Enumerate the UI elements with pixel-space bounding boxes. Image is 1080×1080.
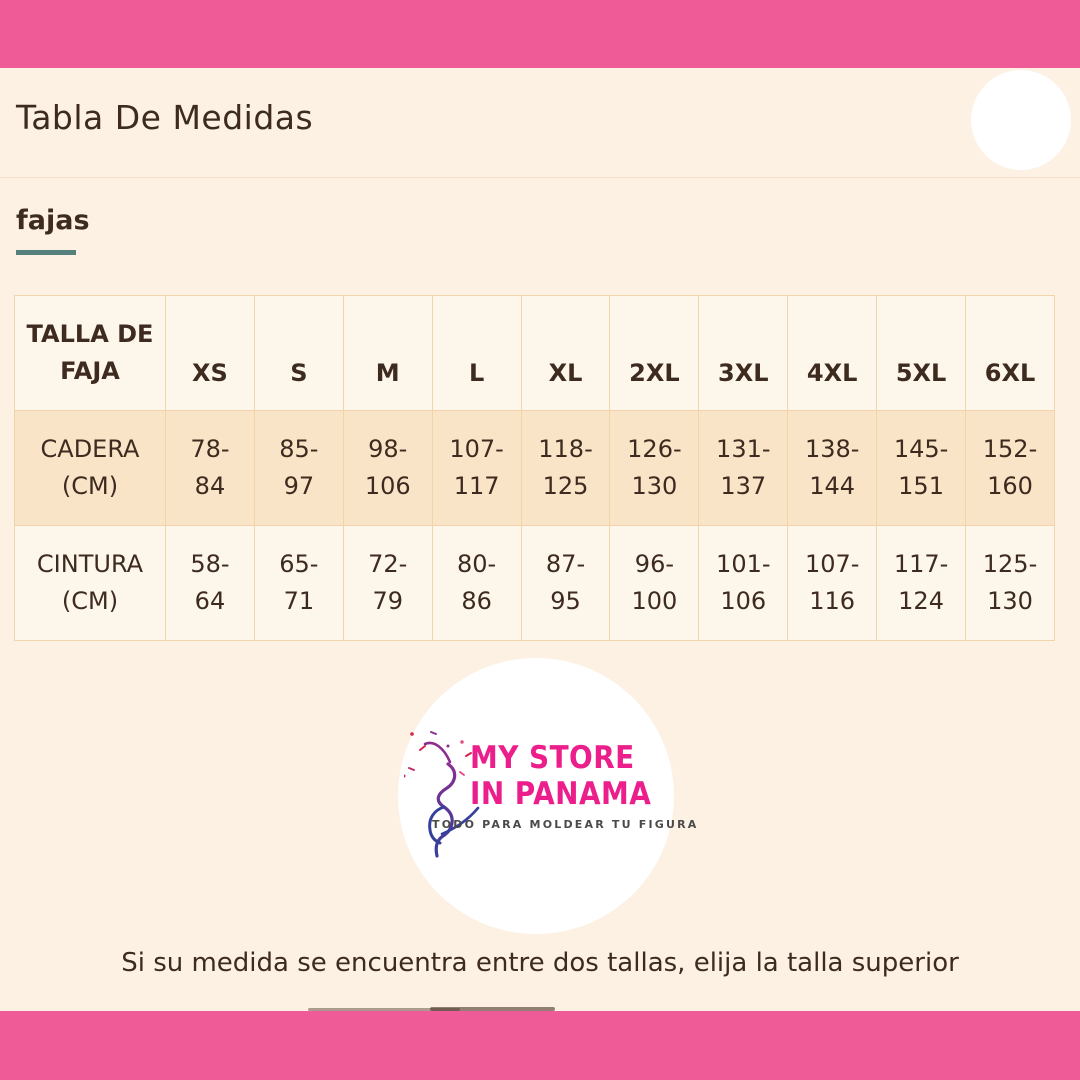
store-name-line1: MY STORE: [470, 740, 635, 776]
clipped-text-artifact: [430, 1007, 555, 1011]
value-cell-5xl: 117- 124: [876, 525, 967, 641]
row-label-cell: CADERA (CM): [14, 410, 166, 526]
size-header-l: L: [431, 295, 522, 411]
woman-silhouette-icon: [404, 731, 480, 858]
page-title: Tabla De Medidas: [16, 98, 314, 137]
store-logo: MY STORE IN PANAMA TODO PARA MOLDEAR TU …: [398, 658, 699, 934]
value-cell-l: 107- 117: [431, 410, 522, 526]
value-cell-4xl: 138- 144: [787, 410, 878, 526]
size-header-3xl: 3XL: [698, 295, 789, 411]
store-tagline: TODO PARA MOLDEAR TU FIGURA: [432, 818, 699, 831]
value-cell-m: 98- 106: [342, 410, 433, 526]
size-header-m: M: [342, 295, 433, 411]
footer-note: Si su medida se encuentra entre dos tall…: [121, 948, 959, 978]
size-header-6xl: 6XL: [965, 295, 1055, 411]
value-cell-2xl: 96- 100: [609, 525, 700, 641]
value-cell-6xl: 125- 130: [965, 525, 1055, 641]
size-header-5xl: 5XL: [876, 295, 967, 411]
store-name-line2: IN PANAMA: [470, 776, 652, 812]
size-header-4xl: 4XL: [787, 295, 878, 411]
value-cell-s: 85- 97: [253, 410, 344, 526]
size-header-xl: XL: [520, 295, 611, 411]
section-underline: [16, 250, 76, 255]
value-cell-3xl: 131- 137: [698, 410, 789, 526]
value-cell-5xl: 145- 151: [876, 410, 967, 526]
size-table: TALLA DE FAJA XS S M L XL 2XL 3XL 4XL 5XL 6XL CADER…: [14, 295, 1055, 641]
clipped-text-artifact: [308, 1008, 460, 1011]
value-cell-6xl: 152- 160: [965, 410, 1055, 526]
title-divider: [0, 177, 1080, 178]
size-table-header-row: TALLA DE FAJA XS S M L XL 2XL 3XL 4XL 5XL 6XL: [14, 295, 1055, 411]
value-cell-l: 80- 86: [431, 525, 522, 641]
value-cell-3xl: 101- 106: [698, 525, 789, 641]
row-label-cell: CINTURA (CM): [14, 525, 166, 641]
top-banner: [0, 0, 1080, 68]
store-name: MY STORE IN PANAMA: [470, 740, 651, 812]
bottom-banner: [0, 1011, 1080, 1080]
value-cell-s: 65- 71: [253, 525, 344, 641]
value-cell-xs: 78- 84: [165, 410, 255, 526]
value-cell-2xl: 126- 130: [609, 410, 700, 526]
value-cell-m: 72- 79: [342, 525, 433, 641]
measure-row-cintura: CINTURA (CM) 58- 64 65- 71 72- 79 80- 86 87- 95 96- 1…: [14, 525, 1055, 641]
size-table-body: CADERA (CM) 78- 84 85- 97 98- 106 107- 117 118- 125…: [14, 410, 1055, 641]
size-table-header: TALLA DE FAJA XS S M L XL 2XL 3XL 4XL 5XL 6XL: [14, 295, 1055, 411]
corner-header-cell: TALLA DE FAJA: [14, 295, 166, 411]
size-header-xs: XS: [165, 295, 255, 411]
section-label: fajas: [16, 205, 90, 236]
value-cell-xl: 87- 95: [520, 525, 611, 641]
value-cell-xs: 58- 64: [165, 525, 255, 641]
corner-circle-decoration: [971, 70, 1071, 170]
size-header-2xl: 2XL: [609, 295, 700, 411]
measure-row-cadera: CADERA (CM) 78- 84 85- 97 98- 106 107- 117 118- 125…: [14, 410, 1055, 526]
value-cell-4xl: 107- 116: [787, 525, 878, 641]
value-cell-xl: 118- 125: [520, 410, 611, 526]
size-header-s: S: [253, 295, 344, 411]
